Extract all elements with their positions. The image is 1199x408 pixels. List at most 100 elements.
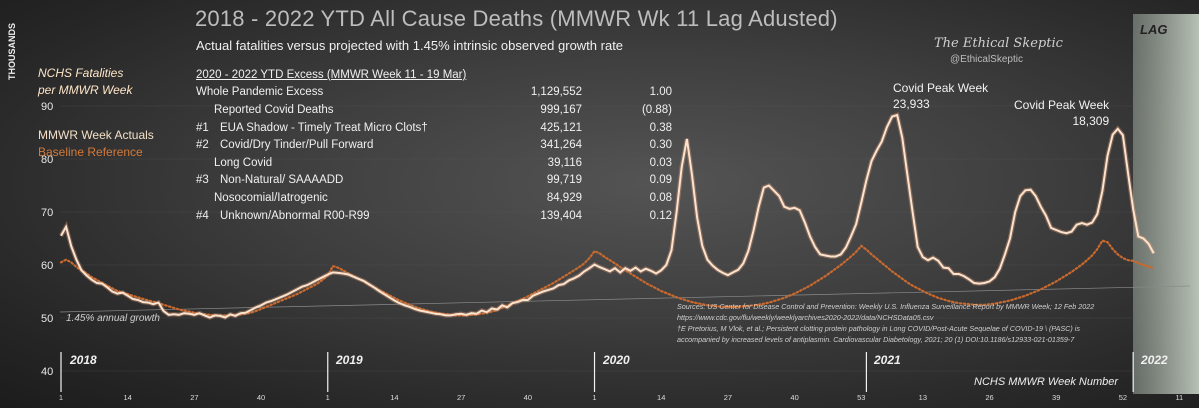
y-tick-label: 40 (41, 366, 53, 378)
excess-row-label-cell: Whole Pandemic Excess (196, 84, 452, 102)
x-tick-label: 1 (592, 393, 596, 402)
growth-note: 1.45% annual growth (66, 313, 160, 324)
sources-note: Sources: US Center for Disease Control a… (677, 301, 1094, 345)
excess-row-value: 999,167 (540, 103, 582, 116)
x-tick-label: 27 (190, 393, 198, 402)
series-actuals-line (60, 113, 1155, 319)
year-label-2018: 2018 (70, 353, 97, 367)
excess-table-body: Whole Pandemic Excess 1,129,552 1.00 Report… (196, 84, 672, 225)
legend-per-week-line1: NCHS Fatalities (38, 66, 124, 80)
x-tick-label: 53 (857, 393, 865, 402)
x-tick-label: 27 (457, 393, 465, 402)
excess-row: #2 Covid/Dry Tinder/Pull Forward 341,264 0.… (196, 136, 672, 154)
excess-row-ratio: 0.03 (649, 156, 672, 169)
legend-actuals: MMWR Week Actuals (38, 128, 154, 142)
peak1-label: Covid Peak Week (893, 81, 989, 95)
peak-annotation-2021: Covid Peak Week 23,933 (893, 80, 988, 112)
excess-row: Reported Covid Deaths 999,167 (0.88) (196, 101, 672, 119)
chart-subtitle: Actual fatalities versus projected with … (196, 38, 624, 53)
year-markers (60, 352, 1134, 392)
excess-row-value: 341,264 (540, 139, 582, 152)
x-tick-label: 1 (59, 393, 63, 402)
source-line-4: accompanied by increased levels of antip… (677, 335, 1075, 344)
lag-region (1133, 14, 1199, 394)
excess-row: #3 Non-Natural/ SAAAADD 99,719 0.09 (196, 172, 672, 190)
y-tick-label: 90 (41, 101, 53, 113)
excess-row-label-cell: Reported Covid Deaths (196, 101, 452, 119)
excess-row-value: 139,404 (540, 209, 582, 222)
x-tick-label: 40 (524, 393, 532, 402)
excess-row-label: Nosocomial/Iatrogenic (214, 191, 328, 204)
excess-row-label-cell: #2 Covid/Dry Tinder/Pull Forward (196, 136, 452, 154)
excess-row: Nosocomial/Iatrogenic 84,929 0.08 (196, 189, 672, 207)
brand-handle: @EthicalSkeptic (950, 54, 1023, 65)
excess-row-ratio: 0.12 (649, 209, 672, 222)
x-tick-label: 1 (326, 393, 330, 402)
excess-row-value: 99,719 (546, 174, 582, 187)
excess-table: 2020 - 2022 YTD Excess (MMWR Week 11 - 1… (196, 66, 672, 224)
peak2-label: Covid Peak Week (1014, 98, 1110, 112)
excess-row-number: #2 (196, 139, 209, 152)
excess-row-value: 39,116 (547, 156, 582, 169)
excess-row-ratio: 1.00 (649, 86, 672, 99)
y-tick-label: 50 (41, 313, 53, 325)
legend-per-week-line2: per MMWR Week (38, 83, 133, 97)
legend-per-week: NCHS Fatalities per MMWR Week (38, 65, 132, 99)
peak2-value: 18,309 (1072, 114, 1110, 128)
legend-baseline: Baseline Reference (38, 145, 143, 159)
excess-row-label: Reported Covid Deaths (214, 103, 334, 116)
excess-row-label-cell: Long Covid (196, 154, 452, 172)
excess-row-value: 1,129,552 (530, 86, 582, 99)
year-label-2019: 2019 (336, 353, 363, 367)
excess-row-label-cell: Nosocomial/Iatrogenic (196, 189, 452, 207)
y-ticks: 40 50 60 70 80 90 (41, 101, 53, 378)
y-tick-label: 60 (41, 260, 53, 272)
lag-label: LAG (1140, 22, 1168, 37)
x-tick-label: 14 (390, 393, 398, 402)
x-tick-label: 11 (1175, 393, 1183, 402)
excess-row-ratio: 0.09 (649, 174, 672, 187)
series-baseline-line (59, 239, 1155, 317)
excess-row-label: Covid/Dry Tinder/Pull Forward (220, 139, 374, 152)
excess-row: Long Covid 39,116 0.03 (196, 154, 672, 172)
brand-name: The Ethical Skeptic (934, 36, 1063, 51)
growth-trend-line (59, 285, 1191, 313)
year-label-2022: 2022 (1141, 353, 1168, 367)
excess-row-value: 84,929 (546, 191, 582, 204)
excess-row-label: Long Covid (214, 156, 273, 169)
excess-row-label-cell: #1 EUA Shadow - Timely Treat Micro Clots† (196, 119, 452, 137)
year-label-2021: 2021 (874, 353, 901, 367)
excess-row: Whole Pandemic Excess 1,129,552 1.00 (196, 84, 672, 102)
x-tick-label: 52 (1119, 393, 1127, 402)
source-line-1: Sources: US Center for Disease Control a… (677, 302, 1095, 311)
y-tick-label: 70 (41, 207, 53, 219)
x-tick-label: 13 (919, 393, 927, 402)
excess-row-label: Whole Pandemic Excess (196, 86, 324, 99)
peak1-value: 23,933 (893, 97, 930, 111)
excess-row-ratio: 0.38 (649, 121, 672, 134)
x-tick-label: 14 (657, 393, 665, 402)
x-tick-label: 39 (1052, 393, 1060, 402)
excess-row-label: Non-Natural/ SAAAADD (220, 174, 344, 187)
excess-row-ratio: 0.08 (649, 191, 672, 204)
excess-row-label-cell: #4 Unknown/Abnormal R00-R99 (196, 207, 452, 225)
x-axis-title: NCHS MMWR Week Number (974, 376, 1119, 388)
x-tick-label: 26 (985, 393, 993, 402)
x-tick-label: 40 (790, 393, 798, 402)
excess-row-label-cell: #3 Non-Natural/ SAAAADD (196, 172, 452, 190)
excess-table-header: 2020 - 2022 YTD Excess (MMWR Week 11 - 1… (196, 68, 467, 81)
x-tick-label: 14 (124, 393, 132, 402)
excess-row: #1 EUA Shadow - Timely Treat Micro Clots†… (196, 119, 672, 137)
x-ticks: 1 14 27 40 1 14 27 40 1 14 27 40 53 13 26 39 52 11 (59, 393, 1183, 402)
excess-row-ratio: 0.30 (649, 139, 672, 152)
excess-row-label: EUA Shadow - Timely Treat Micro Clots† (220, 121, 428, 134)
x-tick-label: 40 (257, 393, 265, 402)
excess-row-number: #3 (196, 174, 209, 187)
peak-annotation-2022: Covid Peak Week 18,309 (1014, 97, 1109, 129)
y-axis-label: THOUSANDS (7, 22, 17, 80)
excess-row-number: #1 (196, 121, 209, 134)
excess-row-ratio: (0.88) (641, 103, 672, 116)
source-line-2: https://www.cdc.gov/flu/weekly/weeklyarc… (677, 313, 934, 322)
